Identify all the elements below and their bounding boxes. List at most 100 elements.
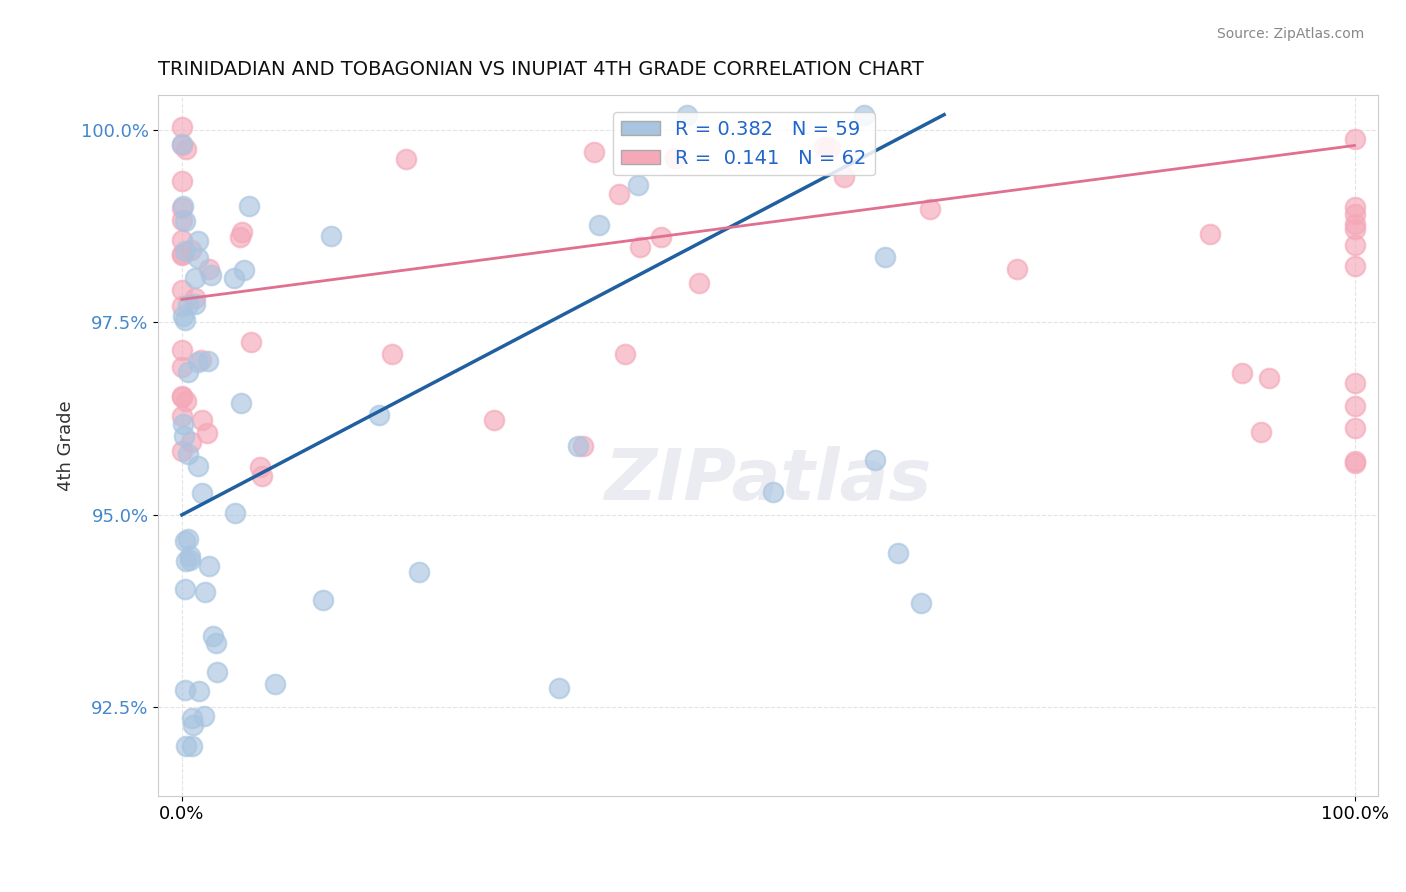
Inupiat	[1343, 456, 1365, 470]
Inupiat	[170, 343, 193, 358]
Inupiat	[688, 277, 710, 291]
Trinidadians and Tobagonians	[177, 365, 200, 379]
Trinidadians and Tobagonians	[173, 214, 195, 228]
Inupiat	[1343, 207, 1365, 221]
Inupiat	[1343, 454, 1365, 468]
Trinidadians and Tobagonians	[238, 199, 260, 213]
Trinidadians and Tobagonians	[174, 244, 197, 259]
Inupiat	[240, 335, 263, 350]
Inupiat	[1232, 366, 1254, 380]
Trinidadians and Tobagonians	[205, 636, 228, 650]
Inupiat	[381, 346, 404, 360]
Trinidadians and Tobagonians	[321, 229, 343, 244]
Inupiat	[813, 140, 835, 154]
Trinidadians and Tobagonians	[264, 677, 287, 691]
Inupiat	[1198, 227, 1220, 242]
Y-axis label: 4th Grade: 4th Grade	[58, 401, 75, 491]
Inupiat	[1343, 399, 1365, 413]
Inupiat	[198, 262, 221, 277]
Inupiat	[1343, 376, 1365, 391]
Inupiat	[1007, 262, 1029, 277]
Trinidadians and Tobagonians	[172, 199, 194, 213]
Trinidadians and Tobagonians	[873, 250, 896, 264]
Inupiat	[184, 291, 207, 305]
Trinidadians and Tobagonians	[172, 417, 194, 431]
Inupiat	[195, 426, 218, 441]
Inupiat	[180, 435, 202, 450]
Trinidadians and Tobagonians	[224, 506, 246, 520]
Trinidadians and Tobagonians	[174, 533, 197, 548]
Inupiat	[1343, 420, 1365, 434]
Trinidadians and Tobagonians	[173, 429, 195, 443]
Inupiat	[170, 213, 193, 227]
Inupiat	[170, 120, 193, 134]
Trinidadians and Tobagonians	[202, 629, 225, 643]
Trinidadians and Tobagonians	[172, 136, 194, 151]
Trinidadians and Tobagonians	[179, 549, 201, 564]
Inupiat	[180, 243, 202, 257]
Inupiat	[607, 187, 630, 202]
Trinidadians and Tobagonians	[207, 665, 229, 679]
Text: TRINIDADIAN AND TOBAGONIAN VS INUPIAT 4TH GRADE CORRELATION CHART: TRINIDADIAN AND TOBAGONIAN VS INUPIAT 4T…	[159, 60, 924, 78]
Trinidadians and Tobagonians	[187, 458, 209, 473]
Inupiat	[664, 151, 686, 165]
Trinidadians and Tobagonians	[548, 681, 571, 695]
Trinidadians and Tobagonians	[183, 297, 205, 311]
Trinidadians and Tobagonians	[232, 262, 254, 277]
Inupiat	[1343, 221, 1365, 235]
Inupiat	[249, 460, 271, 475]
Inupiat	[170, 248, 193, 262]
Inupiat	[170, 174, 193, 188]
Inupiat	[1343, 200, 1365, 214]
Inupiat	[170, 233, 193, 247]
Trinidadians and Tobagonians	[910, 596, 932, 610]
Text: Source: ZipAtlas.com: Source: ZipAtlas.com	[1216, 27, 1364, 41]
Trinidadians and Tobagonians	[863, 453, 886, 467]
Inupiat	[250, 469, 273, 483]
Text: ZIPatlas: ZIPatlas	[605, 446, 932, 515]
Inupiat	[571, 439, 593, 453]
Trinidadians and Tobagonians	[174, 313, 197, 327]
Inupiat	[1250, 425, 1272, 440]
Trinidadians and Tobagonians	[179, 553, 201, 567]
Trinidadians and Tobagonians	[852, 108, 875, 122]
Trinidadians and Tobagonians	[198, 559, 221, 574]
Inupiat	[1343, 259, 1365, 273]
Inupiat	[395, 152, 418, 166]
Trinidadians and Tobagonians	[200, 268, 222, 283]
Legend: R = 0.382   N = 59, R =  0.141   N = 62: R = 0.382 N = 59, R = 0.141 N = 62	[613, 112, 875, 176]
Inupiat	[1343, 238, 1365, 252]
Inupiat	[231, 226, 253, 240]
Trinidadians and Tobagonians	[676, 108, 699, 122]
Trinidadians and Tobagonians	[184, 270, 207, 285]
Trinidadians and Tobagonians	[187, 683, 209, 698]
Trinidadians and Tobagonians	[191, 486, 214, 500]
Inupiat	[170, 283, 193, 297]
Trinidadians and Tobagonians	[312, 593, 335, 607]
Inupiat	[170, 391, 193, 405]
Trinidadians and Tobagonians	[762, 484, 785, 499]
Trinidadians and Tobagonians	[887, 546, 910, 560]
Inupiat	[229, 230, 252, 244]
Inupiat	[614, 346, 637, 360]
Inupiat	[174, 394, 197, 409]
Inupiat	[170, 201, 193, 215]
Trinidadians and Tobagonians	[180, 711, 202, 725]
Trinidadians and Tobagonians	[588, 218, 610, 232]
Trinidadians and Tobagonians	[187, 251, 209, 265]
Trinidadians and Tobagonians	[408, 565, 430, 579]
Inupiat	[170, 299, 193, 313]
Inupiat	[1343, 132, 1365, 146]
Inupiat	[834, 169, 856, 184]
Inupiat	[1258, 371, 1281, 385]
Inupiat	[482, 413, 505, 427]
Trinidadians and Tobagonians	[177, 298, 200, 312]
Inupiat	[1343, 218, 1365, 232]
Inupiat	[170, 360, 193, 375]
Inupiat	[818, 141, 841, 155]
Trinidadians and Tobagonians	[172, 309, 194, 323]
Trinidadians and Tobagonians	[181, 717, 204, 731]
Trinidadians and Tobagonians	[177, 447, 200, 461]
Trinidadians and Tobagonians	[231, 396, 253, 410]
Inupiat	[176, 142, 198, 156]
